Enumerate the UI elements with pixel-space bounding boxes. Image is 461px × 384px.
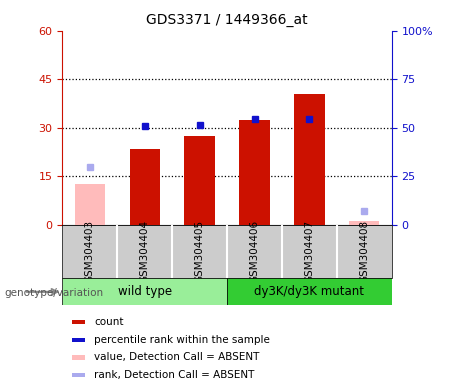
Text: GSM304408: GSM304408 <box>360 220 369 283</box>
Bar <box>184 136 215 225</box>
Text: value, Detection Call = ABSENT: value, Detection Call = ABSENT <box>95 353 260 362</box>
Text: genotype/variation: genotype/variation <box>5 288 104 298</box>
Bar <box>75 184 105 225</box>
Bar <box>239 119 270 225</box>
Bar <box>294 94 325 225</box>
Bar <box>227 278 392 305</box>
Text: GSM304407: GSM304407 <box>304 220 314 283</box>
Text: GSM304403: GSM304403 <box>85 220 95 283</box>
Text: rank, Detection Call = ABSENT: rank, Detection Call = ABSENT <box>95 370 255 380</box>
Bar <box>71 355 85 359</box>
Bar <box>130 149 160 225</box>
Text: percentile rank within the sample: percentile rank within the sample <box>95 335 270 345</box>
Bar <box>71 320 85 324</box>
Bar <box>71 338 85 342</box>
Text: GSM304404: GSM304404 <box>140 220 150 283</box>
Title: GDS3371 / 1449366_at: GDS3371 / 1449366_at <box>146 13 308 27</box>
Bar <box>71 373 85 377</box>
Text: GSM304406: GSM304406 <box>249 220 260 283</box>
Bar <box>62 278 227 305</box>
Text: GSM304405: GSM304405 <box>195 220 205 283</box>
Text: wild type: wild type <box>118 285 171 298</box>
Bar <box>349 222 379 225</box>
Text: dy3K/dy3K mutant: dy3K/dy3K mutant <box>254 285 365 298</box>
Text: count: count <box>95 317 124 327</box>
